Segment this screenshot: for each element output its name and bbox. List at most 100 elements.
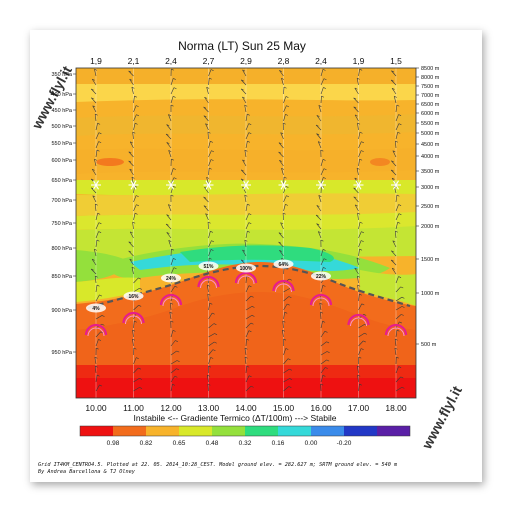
thermal-arc-inner [387,327,405,337]
wind-barb [133,321,135,329]
top-value-label: 1,5 [390,56,402,66]
thermal-arc [197,275,220,288]
top-value-label: 2,9 [240,56,252,66]
wind-barb-flag [174,285,178,288]
wind-barb-flag [247,113,250,116]
wind-barb [169,312,172,320]
colorbar-tick-label: 0.00 [305,440,318,447]
wind-barb-flag [205,123,209,126]
cloud-label-bg [236,263,256,273]
wind-barb-flag [356,77,360,80]
wind-barb [395,366,399,374]
wind-barb [242,249,247,257]
x-tick-label: 13.00 [198,403,220,413]
wind-barb [94,204,97,212]
wind-barb-flag [248,132,252,135]
wind-barb-flag [92,168,95,171]
wind-barb [395,276,399,284]
wind-barb [245,231,248,239]
wind-barb-flag [392,150,396,153]
watermark-bottom: www.flyl.it [418,383,465,452]
wind-barb-flag [286,105,290,108]
wind-barb-flag [91,88,94,91]
wind-barb-flag [326,341,330,344]
wind-barb [358,384,360,392]
wind-barb [208,141,211,149]
wind-barb-flag [396,104,400,107]
wind-barb [358,294,360,302]
wind-barb-flag [210,69,214,71]
wind-barb [133,204,137,212]
wind-barb [204,187,209,194]
wind-barb-flag [282,320,286,323]
colorbar-frame [79,425,411,437]
chart-title: Norma (LT) Sun 25 May [178,39,306,53]
wind-barb [132,339,134,347]
wind-barb [95,150,98,158]
wind-barb [131,267,134,275]
wind-barb [280,132,284,140]
wind-barb [170,302,172,311]
wind-barb [206,177,209,185]
wind-barb-flag [131,176,135,179]
wind-barb-flag [278,241,282,244]
cloud-label-bg [86,303,106,313]
wind-barb [356,168,359,176]
wind-barb-flag [206,86,210,89]
wind-barb [208,341,215,347]
wind-barb-flag [248,330,252,333]
thermal-arc-inner [350,317,367,327]
wind-barb-flag [316,205,320,207]
wind-barb [395,213,400,221]
top-value-label: 2,7 [203,56,215,66]
wind-barb [316,133,322,140]
wind-barb-flag [169,311,173,314]
wind-barb [208,159,212,167]
wind-barb-flag [166,232,170,234]
wind-barb-flag [392,240,396,243]
thermal-arc [159,293,183,306]
wind-barb [208,249,212,257]
colorbar-swatch [344,426,377,436]
wind-barb [358,324,365,329]
wind-barb-flag [170,194,174,197]
wind-barb [278,142,284,149]
wind-barb [94,159,97,167]
freezing-marker [243,180,249,190]
wind-barb [91,259,97,266]
freezing-marker [280,180,287,190]
pressure-tick-label: 450 hPa [52,108,73,114]
wind-barb [208,78,210,86]
wind-barb [133,378,140,383]
wind-barb-flag [139,387,143,389]
altitude-tick-label: 7000 m [421,93,440,99]
wind-barb [279,160,284,167]
wind-barb-flag [284,311,288,314]
wind-barb-flag [173,258,176,260]
wind-barb [170,368,177,374]
wind-barb-flag [166,214,170,217]
wind-barb [133,96,135,104]
thermal-arc [234,271,258,284]
wind-barb-flag [320,311,324,314]
wind-barb [283,105,287,113]
wind-barb [170,87,175,95]
wind-barb [207,294,209,302]
freezing-marker [168,180,174,190]
wind-barb-flag [129,258,133,261]
pressure-tick-label: 950 hPa [52,350,73,356]
pressure-tick-label: 650 hPa [52,178,73,184]
colorbar-swatch [113,426,146,436]
wind-barb [395,376,401,383]
wind-barb-flag [247,203,250,206]
wind-barb [95,141,99,149]
wind-barb [128,151,134,158]
wind-barb-flag [171,248,174,251]
wind-barb [131,87,134,95]
wind-barb-flag [318,195,322,197]
wind-barb [92,195,97,203]
wind-barb-flag [241,169,244,172]
wind-barb-flag [357,284,361,287]
wind-barb-flag [209,167,212,170]
wind-barb-flag [401,314,404,316]
